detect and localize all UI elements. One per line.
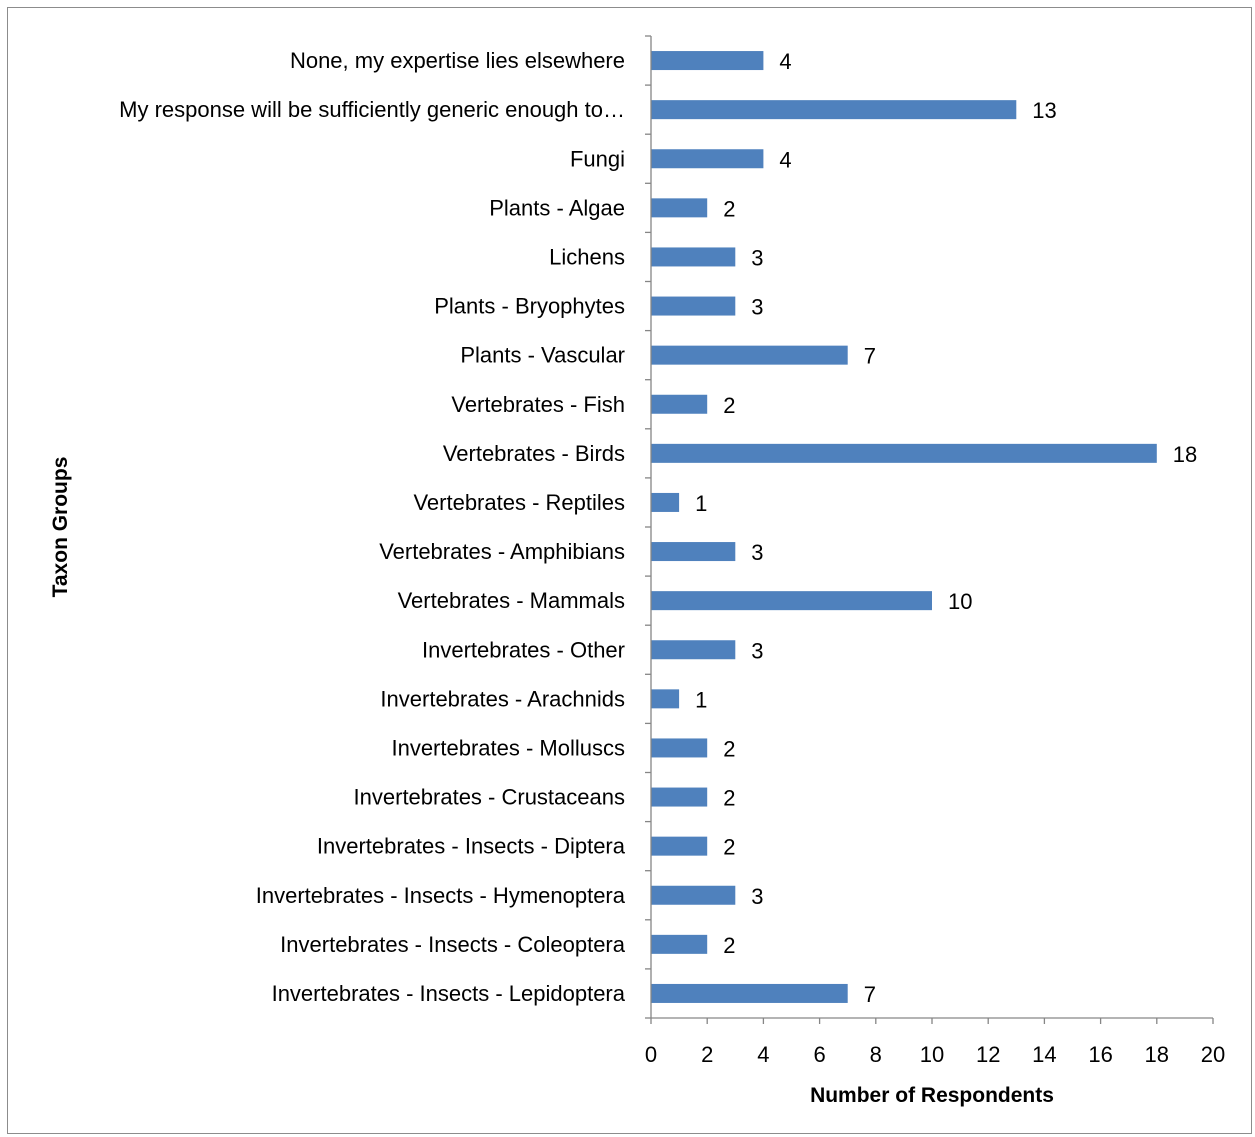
- bar: [651, 394, 708, 414]
- x-tick-label: 18: [1145, 1042, 1169, 1067]
- x-tick-label: 16: [1088, 1042, 1112, 1067]
- x-tick-label: 8: [870, 1042, 882, 1067]
- data-label: 1: [695, 491, 707, 516]
- bar: [651, 934, 708, 954]
- category-label: Invertebrates - Crustaceans: [354, 785, 625, 810]
- data-label: 2: [723, 786, 735, 811]
- x-tick-label: 12: [976, 1042, 1000, 1067]
- bar: [651, 51, 764, 71]
- category-label: Plants - Bryophytes: [434, 294, 625, 319]
- category-label: Plants - Vascular: [460, 343, 625, 368]
- x-tick-label: 6: [813, 1042, 825, 1067]
- data-label: 2: [723, 933, 735, 958]
- data-label: 4: [779, 147, 791, 172]
- labels-layer: None, my expertise lies elsewhere 4 My res…: [119, 48, 1225, 1067]
- bar: [651, 100, 1017, 120]
- bar: [651, 787, 708, 807]
- category-label: Fungi: [570, 146, 625, 171]
- data-label: 1: [695, 687, 707, 712]
- chart-frame: None, my expertise lies elsewhere 4 My res…: [7, 7, 1252, 1134]
- bar: [651, 689, 680, 709]
- x-tick-label: 2: [701, 1042, 713, 1067]
- data-label: 2: [723, 196, 735, 221]
- category-label: Lichens: [549, 244, 625, 269]
- x-tick-label: 4: [757, 1042, 769, 1067]
- data-label: 3: [751, 884, 763, 909]
- bar: [651, 443, 1157, 463]
- data-label: 2: [723, 736, 735, 761]
- data-label: 3: [751, 295, 763, 320]
- category-label: Plants - Algae: [489, 195, 625, 220]
- bar: [651, 149, 764, 169]
- data-label: 3: [751, 245, 763, 270]
- bar: [651, 296, 736, 316]
- category-label: Vertebrates - Reptiles: [413, 490, 625, 515]
- bar: [651, 983, 848, 1003]
- bar: [651, 640, 736, 660]
- data-label: 2: [723, 393, 735, 418]
- bar: [651, 836, 708, 856]
- axes-layer: [645, 35, 1214, 1024]
- data-label: 13: [1032, 98, 1056, 123]
- category-label: Vertebrates - Amphibians: [379, 539, 625, 564]
- data-label: 3: [751, 540, 763, 565]
- bar: [651, 198, 708, 218]
- bar: [651, 345, 848, 365]
- category-label: Invertebrates - Other: [422, 637, 625, 662]
- category-label: Invertebrates - Insects - Hymenoptera: [256, 883, 626, 908]
- category-label: Invertebrates - Insects - Coleoptera: [280, 932, 626, 957]
- x-tick-label: 20: [1201, 1042, 1225, 1067]
- category-label: Invertebrates - Arachnids: [380, 686, 625, 711]
- x-tick-label: 0: [645, 1042, 657, 1067]
- bars-layer: [651, 51, 1157, 1003]
- bar: [651, 542, 736, 562]
- data-label: 2: [723, 835, 735, 860]
- category-label: Invertebrates - Molluscs: [391, 735, 625, 760]
- bar: [651, 492, 680, 512]
- y-axis-title: Taxon Groups: [49, 457, 72, 598]
- data-label: 3: [751, 638, 763, 663]
- x-tick-label: 14: [1032, 1042, 1056, 1067]
- category-label: Vertebrates - Birds: [443, 441, 625, 466]
- x-axis-title: Number of Respondents: [810, 1084, 1054, 1107]
- data-label: 18: [1173, 442, 1197, 467]
- category-label: None, my expertise lies elsewhere: [290, 48, 625, 73]
- x-tick-label: 10: [920, 1042, 944, 1067]
- data-label: 7: [864, 344, 876, 369]
- data-label: 7: [864, 982, 876, 1007]
- bar: [651, 247, 736, 267]
- category-label: Invertebrates - Insects - Diptera: [317, 834, 626, 859]
- category-label: Invertebrates - Insects - Lepidoptera: [272, 981, 626, 1006]
- data-label: 4: [779, 49, 791, 74]
- bar: [651, 885, 736, 905]
- category-label: Vertebrates - Fish: [451, 392, 625, 417]
- category-label: My response will be sufficiently generic…: [119, 97, 625, 122]
- bar: [651, 738, 708, 758]
- bar: [651, 591, 932, 611]
- data-label: 10: [948, 589, 972, 614]
- category-label: Vertebrates - Mammals: [398, 588, 625, 613]
- bar-chart: None, my expertise lies elsewhere 4 My res…: [49, 35, 1225, 1107]
